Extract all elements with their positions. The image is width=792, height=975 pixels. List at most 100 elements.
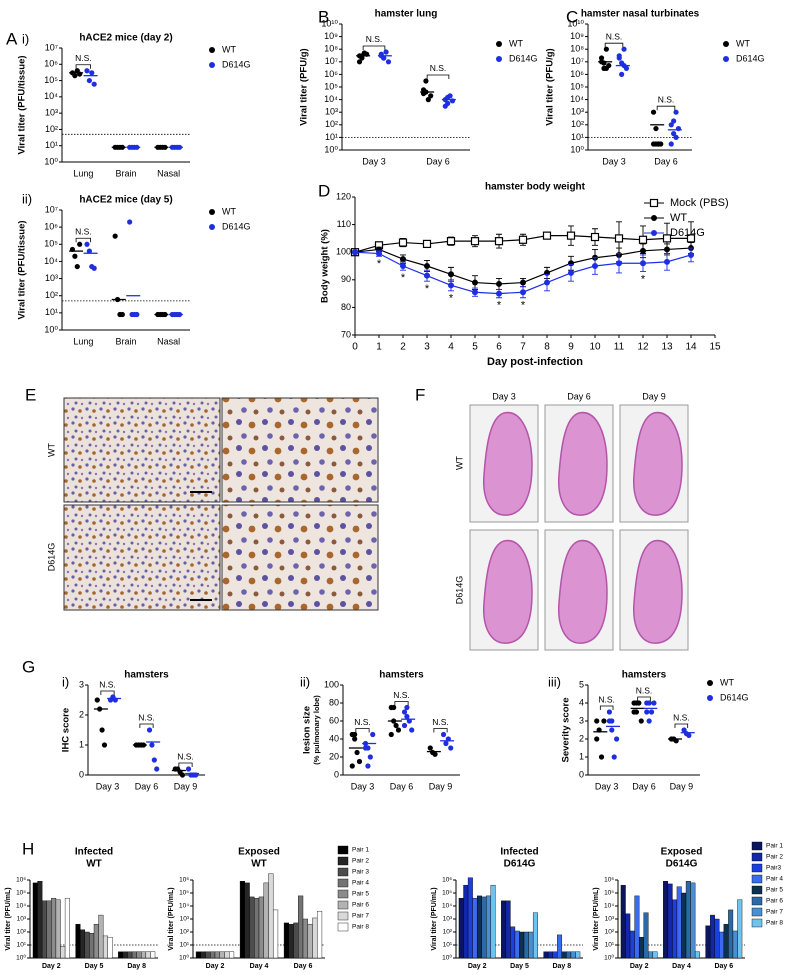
bar [638, 936, 644, 959]
x-tick-label: 0 [352, 342, 358, 353]
y-tick-label: 10⁰ [44, 324, 58, 334]
point [448, 282, 454, 289]
point [494, 237, 504, 246]
bar [263, 882, 269, 959]
y-tick-label: 10⁶ [179, 877, 189, 884]
x-tick-label: 3 [424, 342, 430, 353]
y-tick-label: 10⁵ [44, 75, 58, 85]
point [400, 263, 406, 269]
point [603, 65, 609, 71]
significance-bracket [394, 701, 409, 706]
x-tick-label: Day 6 [654, 156, 678, 166]
bar [648, 951, 654, 959]
y-tick-label: 100 [336, 247, 351, 257]
point [616, 260, 622, 267]
legend-label: WT [509, 38, 523, 48]
x-tick-label: Day 9 [429, 781, 453, 791]
y-tick-label: 10³ [45, 108, 58, 118]
y-tick-label: 10⁷ [325, 56, 338, 66]
bar [136, 951, 142, 959]
bar [476, 895, 482, 959]
x-tick-label: Day 8 [127, 963, 146, 970]
x-tick-label: 8 [544, 342, 550, 353]
bar [98, 914, 104, 959]
point [77, 241, 83, 247]
x-tick-label: Day 2 [468, 963, 487, 970]
point [520, 279, 526, 286]
y-tick-label: 10³ [45, 273, 58, 283]
bar [719, 931, 725, 959]
point [349, 763, 355, 769]
bar [288, 923, 294, 959]
point [112, 233, 118, 239]
point [638, 718, 644, 724]
bar [102, 935, 108, 959]
y-axis-label: Severity score [561, 698, 572, 763]
bar [543, 951, 549, 959]
legend-swatch [337, 900, 349, 910]
y-tick-label: 10³ [571, 107, 584, 117]
point [86, 77, 92, 84]
bar [728, 909, 734, 959]
legend-swatch [337, 867, 349, 877]
point [568, 269, 574, 276]
bar [46, 900, 52, 959]
point [425, 97, 431, 103]
bar [532, 912, 538, 959]
point [94, 697, 100, 703]
y-tick-label: 1 [579, 751, 584, 761]
bar [150, 951, 156, 959]
point [401, 722, 408, 729]
legend-label: Pair3 [766, 865, 782, 872]
point [91, 265, 97, 271]
panel-sublabel: ii) [22, 191, 32, 206]
chart-title: hamster lung [375, 9, 438, 20]
bar [575, 951, 581, 959]
x-tick-label: Day 3 [96, 781, 120, 791]
point [606, 709, 613, 715]
bar [467, 877, 473, 959]
point [638, 235, 648, 244]
y-tick-label: 80 [341, 302, 351, 312]
panel-sublabel: iii) [548, 674, 561, 689]
x-tick-label: 1 [376, 342, 382, 353]
point [146, 727, 153, 733]
y-axis-label: Body weight (%) [320, 229, 331, 303]
point [644, 709, 650, 715]
legend-swatch [337, 845, 349, 855]
y-tick-label: 0 [334, 769, 339, 779]
bar [566, 951, 572, 959]
point [99, 727, 105, 733]
bar [84, 931, 90, 959]
bar [723, 923, 729, 959]
x-tick-label: Day 2 [42, 963, 61, 970]
bar [620, 884, 626, 959]
y-tick-label: 10⁰ [16, 954, 26, 962]
legend-swatch [337, 911, 349, 921]
y-tick-label: 10⁴ [570, 94, 584, 104]
bar [131, 951, 137, 959]
bar [690, 882, 696, 959]
y-tick-label: 10⁶ [442, 877, 452, 884]
bar [463, 884, 469, 959]
bar [80, 929, 86, 959]
y-tick-label: 10¹ [45, 140, 58, 150]
y-tick-label: 10¹ [571, 132, 584, 142]
point [91, 81, 97, 87]
point [383, 49, 389, 55]
bar [141, 951, 147, 959]
chart-title: WT [251, 859, 267, 870]
chart-title: D614G [666, 859, 698, 870]
point [646, 700, 652, 706]
point [362, 745, 369, 751]
legend-marker [707, 680, 713, 686]
y-tick-label: 10⁴ [604, 903, 614, 910]
point [603, 46, 609, 52]
point [592, 263, 598, 269]
point [640, 247, 646, 254]
significance-label: N.S. [606, 31, 623, 41]
legend-marker [649, 198, 659, 208]
legend-label: Pair 6 [766, 898, 783, 905]
point [385, 59, 392, 65]
bar [210, 951, 216, 959]
